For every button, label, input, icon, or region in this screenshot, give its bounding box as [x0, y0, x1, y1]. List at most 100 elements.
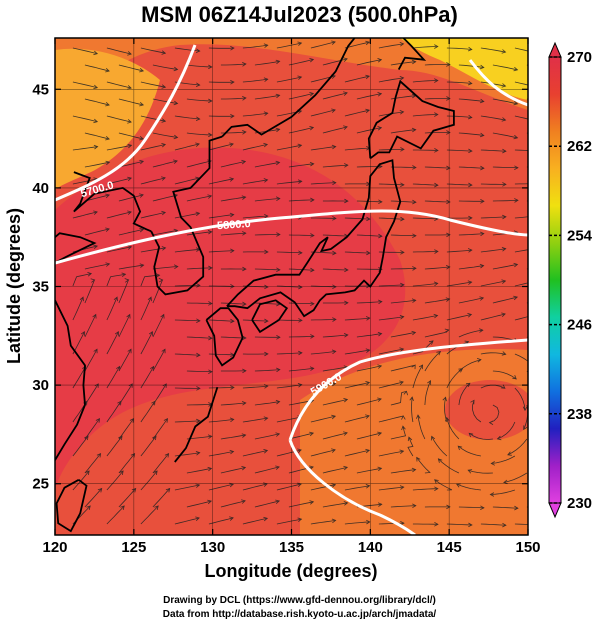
streamline-arrowhead	[195, 451, 201, 456]
streamline	[254, 94, 280, 100]
contour-5900	[288, 338, 528, 535]
streamline-arrowhead	[230, 385, 235, 390]
streamline	[186, 132, 212, 136]
streamline-arrowhead	[131, 487, 137, 493]
streamline	[152, 488, 170, 508]
streamline	[526, 64, 528, 66]
streamline-arrowhead	[117, 400, 122, 406]
streamline-arrowhead	[514, 505, 519, 511]
streamline-arrowhead	[165, 487, 171, 493]
streamline-arrowhead	[446, 199, 451, 205]
credit-line-drawing: Drawing by DCL (https://www.gfd-dennou.o…	[163, 595, 436, 606]
streamline-arrowhead	[173, 159, 178, 164]
streamline	[378, 77, 404, 83]
streamline-arrowhead	[480, 199, 485, 204]
streamline-arrowhead	[129, 418, 134, 423]
x-tick-label: 135	[279, 539, 304, 556]
streamline	[526, 302, 528, 304]
streamline-arrowhead	[127, 143, 133, 149]
streamline	[458, 64, 484, 68]
streamline	[276, 449, 302, 457]
streamline-arrowhead	[173, 100, 179, 106]
streamline	[84, 98, 110, 106]
streamline	[140, 297, 152, 321]
streamline	[242, 78, 268, 83]
streamline-arrowhead	[365, 348, 371, 353]
streamline	[446, 81, 472, 84]
streamline-arrowhead	[161, 348, 166, 354]
streamline-arrowhead	[344, 267, 349, 273]
streamline-arrowhead	[173, 264, 179, 270]
streamline	[390, 166, 416, 168]
streamline	[322, 268, 348, 271]
streamline-arrowhead	[365, 74, 371, 80]
x-tick-label: 150	[515, 539, 540, 556]
streamline-arrowhead	[377, 126, 383, 131]
streamline	[492, 296, 518, 304]
streamline-arrowhead	[298, 250, 303, 255]
streamline	[140, 144, 166, 151]
streamline-arrowhead	[434, 479, 439, 484]
streamline	[480, 280, 506, 287]
streamline	[72, 366, 87, 389]
streamline	[446, 183, 472, 186]
y-tick-label: 35	[32, 279, 49, 296]
streamline	[514, 115, 528, 120]
streamline-arrowhead	[536, 149, 540, 153]
streamline-arrowhead	[90, 278, 96, 283]
streamline	[378, 486, 404, 491]
streamline-arrowhead	[418, 364, 424, 370]
streamline-arrowhead	[127, 51, 132, 56]
streamline-arrowhead	[309, 92, 315, 97]
streamline-arrowhead	[310, 267, 315, 273]
streamline-arrowhead	[264, 284, 269, 290]
streamline-arrowhead	[468, 215, 473, 221]
streamline	[322, 399, 348, 406]
streamline	[254, 198, 280, 202]
streamline-arrowhead	[538, 387, 542, 391]
streamline-arrowhead	[436, 350, 442, 356]
streamline	[344, 109, 370, 117]
streamline	[446, 47, 472, 50]
streamline-arrowhead	[230, 318, 235, 324]
streamline-arrowhead	[479, 328, 484, 333]
streamline	[424, 98, 450, 100]
streamline	[174, 248, 200, 253]
streamline	[220, 402, 246, 406]
streamline-arrowhead	[332, 250, 337, 256]
y-axis-title: Latitude (degrees)	[4, 208, 24, 364]
streamline	[480, 216, 506, 219]
streamline-arrowhead	[121, 272, 127, 278]
streamline-arrowhead	[309, 58, 315, 63]
streamline	[152, 418, 168, 440]
streamline	[254, 268, 280, 271]
streamline-arrowhead	[263, 77, 269, 82]
streamline-arrowhead	[377, 58, 383, 63]
streamline	[152, 230, 178, 236]
streamline	[220, 196, 246, 202]
streamline	[480, 248, 506, 253]
streamline	[412, 283, 438, 287]
streamline	[344, 317, 370, 321]
streamline-arrowhead	[365, 484, 371, 489]
streamline-arrowhead	[147, 296, 152, 302]
streamline-arrowhead	[153, 470, 158, 475]
streamline	[84, 453, 101, 474]
streamline-arrowhead	[114, 331, 119, 336]
streamline	[458, 382, 471, 406]
streamline-arrowhead	[366, 216, 371, 222]
streamline-arrowhead	[467, 80, 473, 86]
streamline	[84, 263, 110, 270]
streamline	[288, 199, 314, 202]
streamline-arrowhead	[468, 522, 473, 528]
streamline-arrowhead	[343, 333, 349, 338]
streamline	[412, 488, 438, 491]
streamline-arrowhead	[401, 415, 406, 420]
streamline-arrowhead	[507, 451, 512, 456]
streamline	[310, 484, 336, 491]
streamline	[84, 349, 98, 372]
streamline-arrowhead	[400, 250, 405, 255]
x-ticks: 120 125 130 135 140 145 150	[42, 38, 541, 556]
streamline	[514, 282, 528, 287]
streamline	[412, 217, 438, 220]
